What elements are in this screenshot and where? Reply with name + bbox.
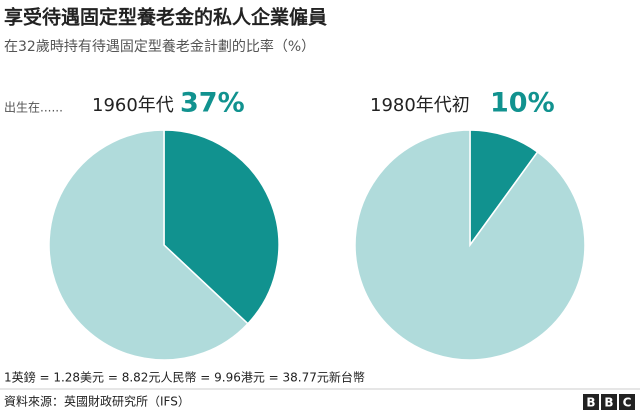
pie-label: 1980年代初 (370, 95, 470, 116)
pie-slice (354, 129, 586, 361)
pie-slice (469, 129, 539, 248)
logo-box (583, 394, 599, 410)
note: 1英鎊 = 1.28美元 = 8.82元人民幣 = 9.96港元 = 38.77… (4, 370, 365, 385)
logo-letter: C (623, 396, 632, 410)
title: 享受待遇固定型養老金的私人企業僱員 (4, 6, 327, 29)
logo-box (619, 394, 635, 410)
pie-label: 1960年代 (92, 95, 174, 116)
pie-slice (48, 129, 249, 361)
subtitle: 在32歲時持有待遇固定型養老金計劃的比率（%） (4, 38, 315, 55)
source: 資料來源：英國財政研究所（IFS） (4, 394, 190, 409)
logo-letter: B (586, 396, 595, 410)
pie-slice (163, 129, 280, 325)
born-label: 出生在...... (4, 101, 63, 115)
value-label: 10% (490, 88, 555, 119)
logo-letter: B (604, 396, 613, 410)
value-label: 37% (180, 88, 245, 119)
logo-box (601, 394, 617, 410)
